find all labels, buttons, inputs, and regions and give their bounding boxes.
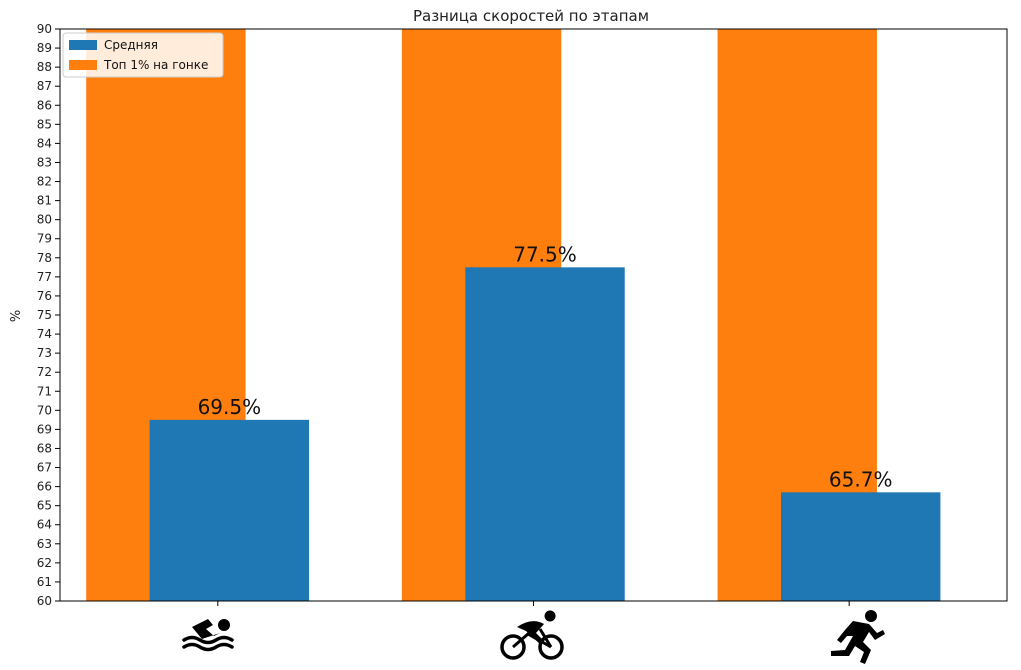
- y-tick-label: 60: [37, 594, 52, 608]
- y-tick-label: 69: [37, 422, 52, 436]
- bar-average-swim: [149, 419, 310, 601]
- legend-swatch-average: [69, 40, 97, 50]
- y-tick-label: 73: [37, 346, 52, 360]
- y-tick-label: 90: [37, 22, 52, 36]
- y-tick-label: 75: [37, 308, 52, 322]
- y-tick-label: 87: [37, 79, 52, 93]
- y-tick-label: 82: [37, 175, 52, 189]
- bar-average-bike: [465, 267, 625, 601]
- y-tick-label: 80: [37, 213, 52, 227]
- y-tick-label: 81: [37, 194, 52, 208]
- y-tick-label: 79: [37, 232, 52, 246]
- y-tick-label: 72: [37, 365, 52, 379]
- y-tick-label: 68: [37, 441, 52, 455]
- y-axis-label: %: [9, 310, 24, 322]
- legend: Средняя Топ 1% на гонке: [62, 32, 224, 78]
- y-tick-label: 64: [37, 518, 52, 532]
- y-tick-label: 84: [37, 136, 52, 150]
- cyclist-icon: [500, 610, 564, 660]
- y-tick-label: 70: [37, 403, 52, 417]
- data-label-run: 65.7%: [829, 467, 893, 491]
- y-tick-label: 62: [37, 556, 52, 570]
- data-label-bike: 77.5%: [513, 242, 577, 266]
- average-series-bars: [149, 267, 941, 601]
- y-tick-label: 71: [37, 384, 52, 398]
- y-tick-label: 78: [37, 251, 52, 265]
- legend-box: [62, 32, 224, 78]
- legend-label-top: Топ 1% на гонке: [103, 58, 208, 72]
- y-tick-label: 63: [37, 537, 52, 551]
- y-tick-label: 76: [37, 289, 52, 303]
- data-labels: 69.5% 77.5% 65.7%: [198, 242, 893, 491]
- y-tick-label: 85: [37, 117, 52, 131]
- y-tick-label: 61: [37, 575, 52, 589]
- y-tick-label: 88: [37, 60, 52, 74]
- chart-title: Разница скоростей по этапам: [413, 7, 649, 25]
- y-tick-label: 74: [37, 327, 52, 341]
- y-tick-label: 83: [37, 155, 52, 169]
- data-label-swim: 69.5%: [198, 395, 262, 419]
- y-tick-label: 65: [37, 499, 52, 513]
- bar-average-run: [780, 492, 941, 601]
- legend-label-average: Средняя: [104, 38, 158, 52]
- y-tick-label: 67: [37, 461, 52, 475]
- y-tick-label: 66: [37, 480, 52, 494]
- runner-icon: [831, 610, 885, 664]
- legend-swatch-top: [69, 60, 97, 70]
- y-axis: 60 61 62 63 64 65 66 67 68 69 70 71 72 73 74 75 76 77 78 79…: [37, 22, 60, 608]
- y-tick-label: 86: [37, 98, 52, 112]
- x-axis: [217, 601, 850, 606]
- y-tick-label: 77: [37, 270, 52, 284]
- y-tick-label: 89: [37, 41, 52, 55]
- swimmer-icon: [182, 619, 234, 652]
